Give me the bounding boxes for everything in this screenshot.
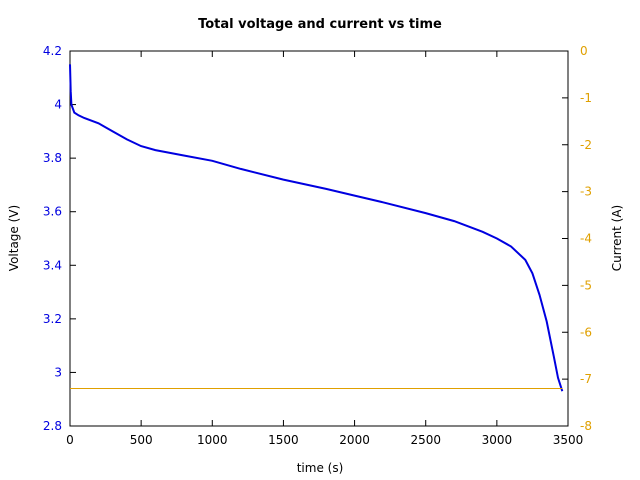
- y2-tick-label: -7: [580, 372, 592, 386]
- y-tick-label: 2.8: [43, 419, 62, 433]
- y2-tick-label: -4: [580, 232, 592, 246]
- y-tick-label: 4: [54, 98, 62, 112]
- y-tick-label: 4.2: [43, 44, 62, 58]
- series-line-voltage: [69, 64, 564, 392]
- x-tick-label: 2000: [339, 433, 370, 447]
- y2-tick-label: -2: [580, 138, 592, 152]
- x-axis-label: time (s): [296, 461, 344, 475]
- x-tick-label: 1500: [268, 433, 299, 447]
- x-tick-label: 2500: [410, 433, 441, 447]
- y2-tick-label: -1: [580, 91, 592, 105]
- y2-tick-label: -5: [580, 278, 592, 292]
- y-tick-label: 3.2: [43, 312, 62, 326]
- y-tick-label: 3.6: [43, 205, 62, 219]
- plot-frame: [69, 50, 569, 427]
- y2-tick-label: -8: [580, 419, 592, 433]
- x-tick-label: 3500: [553, 433, 584, 447]
- y2-tick-label: -3: [580, 185, 592, 199]
- y-tick-label: 3: [54, 365, 62, 379]
- y-tick-label: 3.8: [43, 151, 62, 165]
- x-tick-label: 0: [66, 433, 74, 447]
- y2-tick-label: -6: [580, 325, 592, 339]
- y2-tick-label: 0: [580, 44, 588, 58]
- x-tick-label: 500: [130, 433, 153, 447]
- x-tick-label: 1000: [197, 433, 228, 447]
- y-tick-label: 3.4: [43, 258, 62, 272]
- x-tick-label: 3000: [482, 433, 513, 447]
- chart-title: Total voltage and current vs time: [198, 17, 442, 32]
